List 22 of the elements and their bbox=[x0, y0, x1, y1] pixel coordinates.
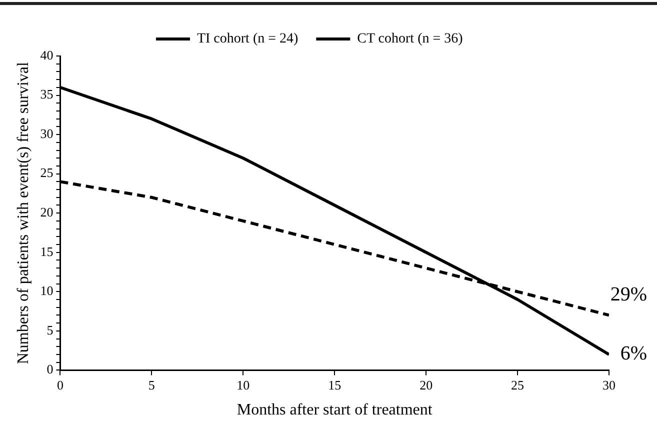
y-tick-label: 40 bbox=[40, 47, 54, 62]
x-tick-label: 20 bbox=[420, 377, 433, 392]
y-tick-label: 5 bbox=[46, 322, 54, 338]
y-tick-label: 25 bbox=[40, 165, 54, 180]
annotation: 29% bbox=[610, 283, 647, 306]
y-tick-label: 20 bbox=[40, 204, 54, 220]
x-tick-label: 5 bbox=[148, 377, 155, 392]
x-tick-label: 25 bbox=[511, 377, 524, 392]
x-tick-label: 0 bbox=[56, 377, 64, 392]
y-tick-label: 10 bbox=[40, 283, 54, 298]
legend-label: TI cohort (n = 24) bbox=[196, 32, 298, 47]
x-axis-title: Months after start of treatment bbox=[236, 402, 433, 419]
x-tick-label: 15 bbox=[328, 377, 342, 392]
y-axis-title: Numbers of patients with event(s) free survival bbox=[14, 61, 32, 364]
legend-label: CT cohort (n = 36) bbox=[357, 32, 464, 47]
y-tick-label: 0 bbox=[46, 362, 54, 377]
x-tick-label: 10 bbox=[236, 377, 250, 392]
annotation: 6% bbox=[620, 342, 647, 365]
x-tick-label: 30 bbox=[602, 377, 616, 392]
y-tick-label: 30 bbox=[40, 126, 54, 141]
y-tick-label: 35 bbox=[40, 86, 54, 102]
y-tick-label: 15 bbox=[40, 244, 54, 259]
